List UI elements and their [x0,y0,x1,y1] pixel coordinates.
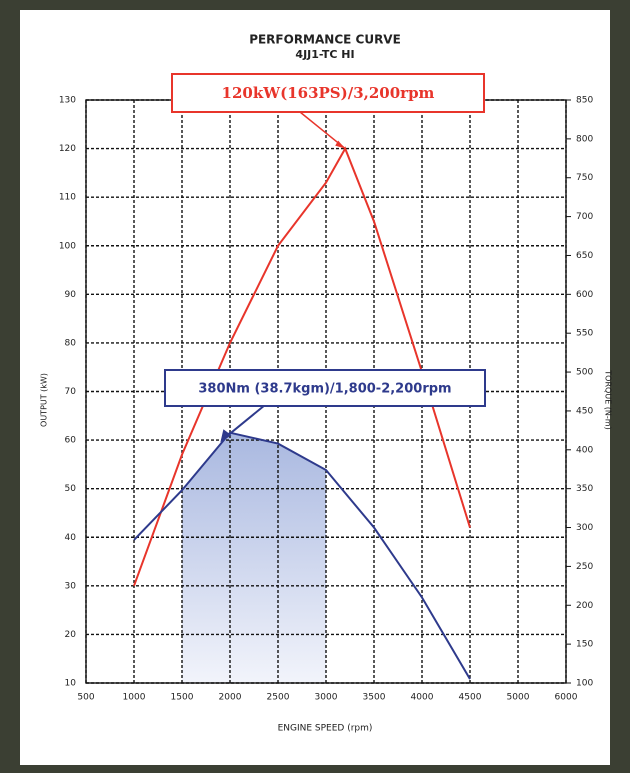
y-axis-label: OUTPUT (kW) [40,373,49,427]
y2-tick-label: 500 [576,368,593,378]
y-tick-label: 80 [65,338,77,348]
y-tick-label: 60 [65,436,77,446]
y-tick-label: 50 [65,484,77,494]
y2-tick-label: 400 [576,445,593,455]
series-line [133,431,471,680]
x-tick-label: 3000 [315,693,338,703]
x-tick-label: 4500 [459,693,482,703]
y2-tick-label: 300 [576,523,593,533]
y-tick-label: 130 [59,96,76,106]
arrow-head [220,429,232,443]
highlight-area [182,432,326,683]
y-tick-label: 20 [65,630,77,640]
x-tick-label: 4000 [411,693,434,703]
y-tick-label: 110 [59,193,76,203]
y2-tick-label: 700 [576,212,593,222]
chart-title: PERFORMANCE CURVE [249,33,401,47]
y-tick-label: 90 [65,290,77,300]
y2-axis-label: TORQUE (N-m) [604,369,613,429]
x-tick-label: 3500 [363,693,386,703]
x-tick-label: 6000 [555,693,578,703]
y-tick-label: 70 [65,387,77,397]
y-tick-label: 10 [65,679,77,689]
y-tick-label: 30 [65,581,77,591]
y2-tick-label: 350 [576,484,593,494]
y2-tick-label: 250 [576,562,593,572]
y2-tick-label: 650 [576,251,593,261]
x-axis-label: ENGINE SPEED (rpm) [278,724,373,734]
y2-tick-label: 100 [576,679,593,689]
annotation-arrow [223,404,266,439]
x-tick-label: 500 [77,693,94,703]
annotation: 380Nm (38.7kgm)/1,800-2,200rpm [198,382,451,397]
x-tick-label: 1500 [171,693,194,703]
y2-tick-label: 200 [576,601,593,611]
y-tick-label: 120 [59,144,76,154]
annotation-box [171,73,485,113]
y2-tick-label: 800 [576,134,593,144]
y2-tick-label: 450 [576,406,593,416]
y2-tick-label: 600 [576,290,593,300]
y2-tick-label: 750 [576,173,593,183]
arrow-head [335,140,346,149]
x-tick-label: 2000 [219,693,242,703]
plot: 500 1000 1500 2000 2500 3000 3500 4000 4500 5000 6… [59,73,593,703]
x-tick-label: 5000 [507,693,530,703]
annotation: 120kW(163PS)/3,200rpm [222,84,435,102]
x-tick-label: 2500 [267,693,290,703]
y2-tick-label: 550 [576,329,593,339]
y-tick-label: 40 [65,533,77,543]
series-line [133,146,471,587]
y2-tick-label: 150 [576,640,593,650]
y-tick-label: 100 [59,241,76,251]
x-tick-label: 1000 [123,693,146,703]
y2-tick-label: 850 [576,96,593,106]
annotation-box [164,369,486,407]
chart-subtitle: 4JJ1-TC HI [295,48,354,61]
